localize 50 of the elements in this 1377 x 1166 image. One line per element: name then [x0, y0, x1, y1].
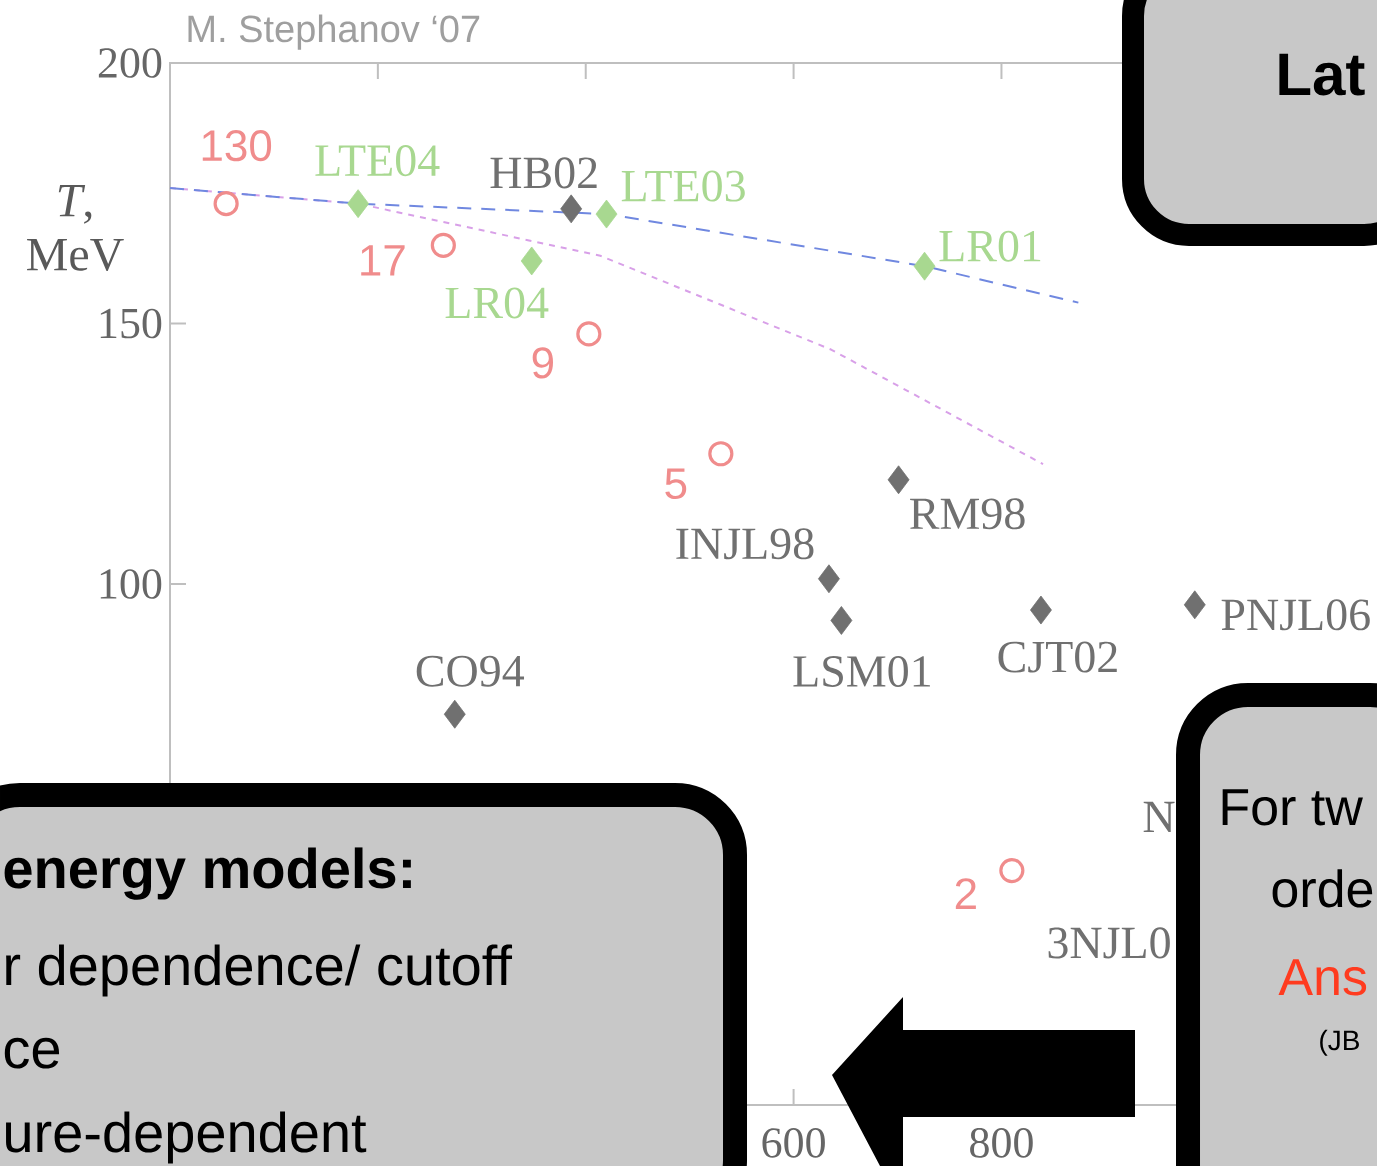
annotation: LSM01 [793, 655, 930, 687]
point [830, 606, 853, 635]
text: ure-dependent [6, 1111, 367, 1164]
point [213, 191, 239, 217]
annotation: 3NJL0 [1048, 927, 1170, 959]
annotation: 9 [532, 347, 554, 379]
annotation: LR01 [939, 230, 1041, 262]
point [913, 251, 936, 281]
y-axis-title: T, MeV [27, 184, 124, 272]
annotation: N [1143, 801, 1175, 832]
annotation: 17 [361, 245, 405, 276]
annotation: INJL98 [676, 528, 814, 560]
annotation: CO94 [416, 655, 525, 687]
point [443, 699, 466, 729]
annotation: 2 [955, 878, 976, 909]
point [708, 441, 734, 467]
annotation: LTE04 [315, 145, 440, 177]
point [887, 465, 910, 495]
y-tick-label: 200 [98, 48, 162, 78]
annotation: (JB [1320, 1029, 1359, 1056]
annotation: 130 [202, 130, 272, 162]
annotation: Ans [1278, 959, 1367, 996]
annotation: Lat [1279, 53, 1365, 96]
annotation: 5 [665, 468, 687, 500]
point [560, 194, 583, 224]
y-tick-label: 100 [100, 569, 162, 599]
annotation: RM98 [910, 498, 1025, 530]
y-tick-label: 150 [100, 308, 162, 339]
point [520, 246, 543, 276]
annotation: LTE03 [621, 170, 745, 202]
annotation: LR04 [445, 287, 549, 319]
point [1183, 590, 1206, 620]
text: M. Stephanov ‘07 [188, 14, 480, 50]
annotation: orde [1272, 869, 1373, 908]
annotation: r dependence/ cutoff [6, 944, 513, 997]
point [576, 321, 602, 347]
annotation: For tw [1222, 789, 1363, 826]
text: ce [4, 1037, 60, 1069]
point [595, 199, 618, 229]
annotation: energy models: [4, 847, 411, 900]
point [347, 189, 370, 219]
point [1030, 595, 1052, 625]
point [430, 232, 456, 258]
annotation: HB02 [490, 157, 597, 189]
annotation: PNJL06 [1221, 599, 1370, 631]
annotation: CJT02 [998, 641, 1117, 673]
x-tick-label: 600 [762, 1128, 825, 1158]
point [999, 857, 1025, 884]
point [818, 564, 840, 594]
x-tick-label: 800 [970, 1128, 1033, 1158]
